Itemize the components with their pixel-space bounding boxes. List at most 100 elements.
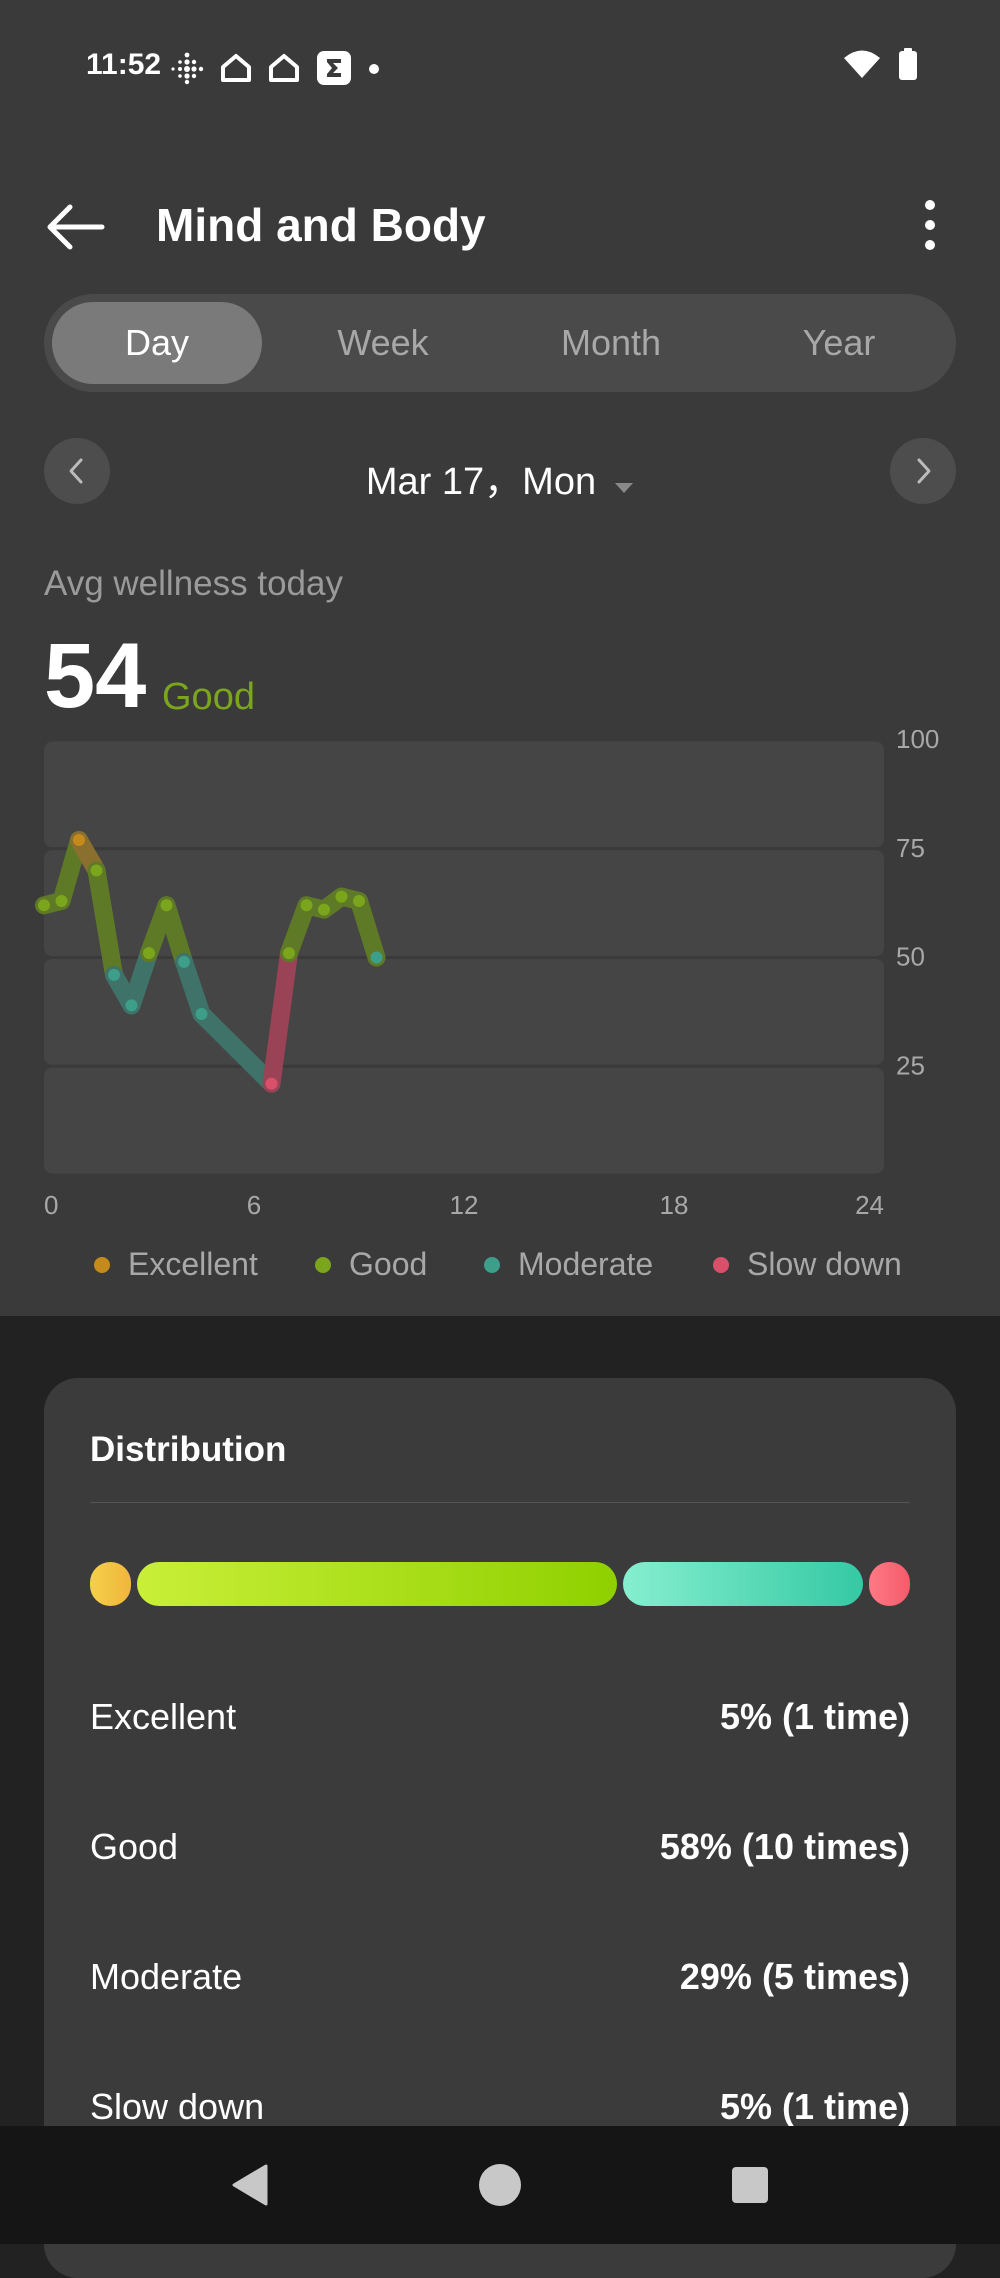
series-line-segment: [122, 944, 158, 1015]
app-bar: Mind and Body: [0, 180, 1000, 270]
chart-band: [44, 959, 884, 1065]
distribution-value: 5% (1 time): [719, 2086, 910, 2127]
chart-legend: Excellent Good Moderate Slow down: [0, 1246, 1000, 1290]
y-tick-label: 25: [896, 1050, 925, 1080]
distribution-row-good: Good 58% (10 times): [90, 1826, 910, 1876]
y-tick-label: 100: [896, 730, 939, 754]
legend-item-good: Good: [315, 1246, 427, 1283]
tab-month[interactable]: Month: [560, 322, 662, 363]
status-time: 11:52: [86, 48, 162, 81]
home-icon: [220, 53, 252, 88]
series-line-segment: [87, 861, 123, 984]
date-label: Mar 17，Mon: [365, 461, 597, 503]
home-icon: [268, 53, 300, 88]
divider: [90, 1502, 910, 1503]
chevron-right-icon: [917, 458, 931, 484]
x-tick-label: 12: [450, 1190, 479, 1220]
distribution-row-slow-down: Slow down 5% (1 time): [90, 2086, 910, 2136]
avg-wellness-value: 54: [44, 625, 147, 727]
more-vert-icon: [925, 200, 935, 250]
nav-recents-button[interactable]: [725, 2160, 775, 2210]
next-day-button[interactable]: [890, 438, 956, 504]
x-tick-label: 0: [44, 1190, 58, 1220]
x-tick-label: 6: [247, 1190, 261, 1220]
period-tabs: Day Week Month Year: [44, 294, 956, 392]
more-options-button[interactable]: [912, 198, 948, 252]
date-navigator: Mar 17，Mon: [44, 438, 956, 504]
series-line-segment: [262, 944, 298, 1093]
tab-year[interactable]: Year: [802, 322, 876, 363]
legend-label: Moderate: [518, 1246, 654, 1282]
x-tick-label: 24: [855, 1190, 884, 1220]
distribution-label: Slow down: [90, 2086, 265, 2127]
data-point: [370, 951, 383, 964]
notification-dot-icon: [368, 62, 380, 80]
home-circle-icon: [479, 2164, 521, 2206]
status-bar: 11:52: [0, 0, 1000, 134]
distribution-value: 58% (10 times): [659, 1826, 910, 1867]
data-point: [73, 834, 85, 847]
tab-day[interactable]: Day: [52, 302, 262, 384]
legend-label: Excellent: [128, 1246, 258, 1282]
data-point: [160, 899, 173, 912]
y-tick-label: 50: [896, 942, 925, 972]
previous-day-button[interactable]: [44, 438, 110, 504]
tab-week[interactable]: Week: [337, 322, 429, 363]
distribution-value: 5% (1 time): [719, 1696, 910, 1737]
chart-band: [44, 1067, 884, 1174]
distribution-segment-good: [137, 1562, 617, 1606]
data-point: [353, 894, 365, 907]
distribution-label: Moderate: [90, 1956, 243, 1997]
distribution-segment-slow-down: [868, 1562, 910, 1606]
legend-dot: [315, 1256, 331, 1273]
sigma-app-icon: [316, 50, 352, 91]
data-point: [143, 947, 155, 960]
nav-home-button[interactable]: [475, 2160, 525, 2210]
nav-back-button[interactable]: [226, 2160, 276, 2210]
distribution-label: Good: [90, 1826, 179, 1867]
data-point: [300, 899, 313, 912]
data-point: [318, 903, 330, 916]
fitbit-icon: [170, 51, 204, 90]
data-point: [195, 1008, 208, 1021]
chart-band: [44, 741, 884, 848]
date-picker[interactable]: Mar 17，Mon: [44, 450, 956, 505]
recents-square-icon: [732, 2167, 768, 2203]
chevron-left-icon: [69, 458, 83, 484]
legend-item-excellent: Excellent: [94, 1246, 258, 1283]
wellness-line-chart: 100 75 50 25 0 6 12 18 24: [35, 730, 939, 1220]
chart-band: [44, 850, 884, 956]
data-point: [90, 864, 103, 877]
distribution-segment-excellent: [90, 1562, 132, 1606]
legend-dot: [94, 1256, 110, 1273]
series-line-segment: [350, 891, 386, 967]
data-point: [265, 1077, 278, 1090]
legend-label: Slow down: [747, 1246, 902, 1282]
arrow-left-icon: [47, 204, 105, 250]
distribution-row-moderate: Moderate 29% (5 times): [90, 1956, 910, 2006]
data-point: [108, 968, 120, 981]
wifi-icon: [844, 49, 880, 84]
page-title: Mind and Body: [156, 199, 486, 251]
x-tick-label: 18: [660, 1190, 689, 1220]
avg-wellness-status: Good: [162, 676, 255, 718]
distribution-title: Distribution: [90, 1430, 287, 1469]
system-nav-bar: [0, 2126, 1000, 2244]
distribution-segment-moderate: [622, 1562, 863, 1606]
legend-item-slow-down: Slow down: [713, 1246, 902, 1283]
battery-icon: [898, 48, 918, 85]
data-point: [283, 947, 295, 960]
legend-dot: [713, 1256, 729, 1273]
data-point: [125, 999, 138, 1012]
back-button[interactable]: [44, 202, 108, 252]
distribution-label: Excellent: [90, 1696, 237, 1737]
caret-down-icon: [614, 462, 634, 505]
legend-item-moderate: Moderate: [484, 1246, 653, 1283]
data-point: [55, 894, 68, 907]
distribution-value: 29% (5 times): [679, 1956, 910, 1997]
y-tick-label: 75: [896, 833, 925, 863]
distribution-row-excellent: Excellent 5% (1 time): [90, 1696, 910, 1746]
series-line-segment: [192, 1005, 281, 1093]
data-point: [178, 955, 190, 968]
data-point: [38, 899, 50, 912]
